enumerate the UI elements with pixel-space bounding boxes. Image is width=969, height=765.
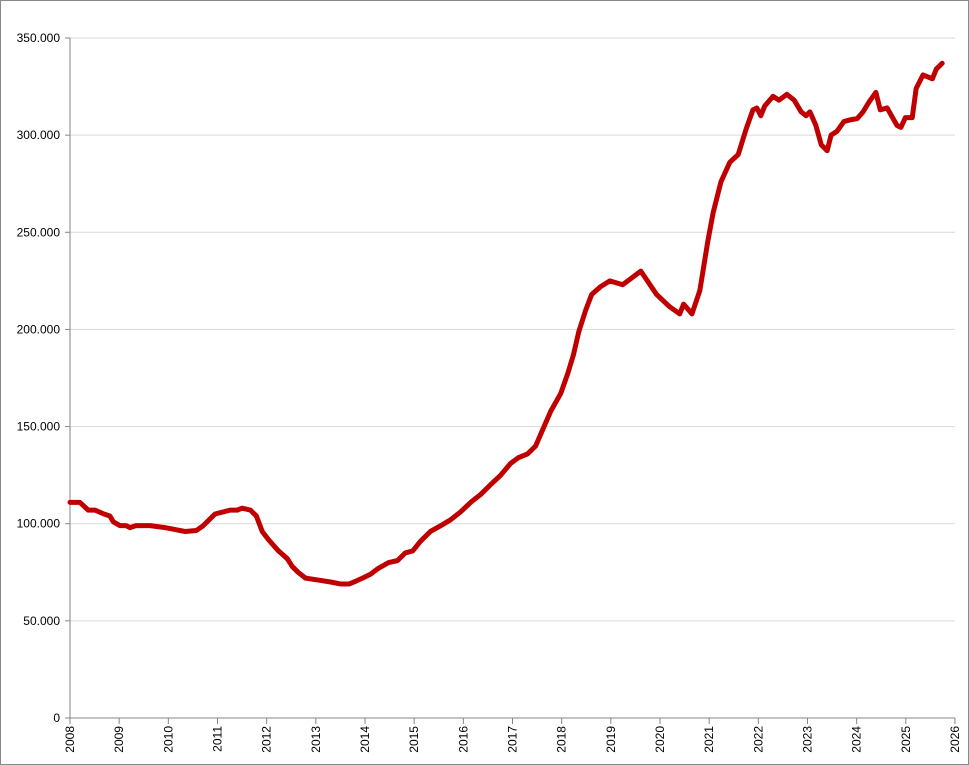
x-tick-label: 2012 bbox=[260, 726, 274, 753]
x-tick-label: 2024 bbox=[850, 726, 864, 753]
x-tick-label: 2019 bbox=[604, 726, 618, 753]
x-tick-label: 2015 bbox=[407, 726, 421, 753]
x-tick-label: 2013 bbox=[309, 726, 323, 753]
x-tick-label: 2011 bbox=[211, 726, 225, 752]
y-tick-label: 0 bbox=[53, 711, 60, 725]
y-tick-label: 350.000 bbox=[17, 31, 61, 45]
y-tick-label: 200.000 bbox=[17, 322, 61, 336]
x-tick-label: 2010 bbox=[161, 726, 175, 753]
x-tick-label: 2017 bbox=[506, 726, 520, 753]
x-tick-label: 2025 bbox=[899, 726, 913, 753]
x-tick-label: 2020 bbox=[653, 726, 667, 753]
x-tick-label: 2026 bbox=[948, 726, 962, 753]
x-tick-label: 2023 bbox=[801, 726, 815, 753]
x-tick-label: 2014 bbox=[358, 726, 372, 753]
y-tick-label: 50.000 bbox=[23, 614, 60, 628]
y-tick-label: 250.000 bbox=[17, 225, 61, 239]
y-tick-label: 150.000 bbox=[17, 420, 61, 434]
data-line bbox=[67, 60, 945, 587]
x-tick-label: 2016 bbox=[456, 726, 470, 753]
y-tick-label: 300.000 bbox=[17, 128, 61, 142]
y-tick-label: 100.000 bbox=[17, 517, 61, 531]
x-tick-label: 2008 bbox=[63, 726, 77, 753]
x-tick-label: 2009 bbox=[112, 726, 126, 753]
x-tick-label: 2021 bbox=[702, 726, 716, 753]
x-tick-label: 2022 bbox=[751, 726, 765, 753]
x-tick-label: 2018 bbox=[555, 726, 569, 753]
